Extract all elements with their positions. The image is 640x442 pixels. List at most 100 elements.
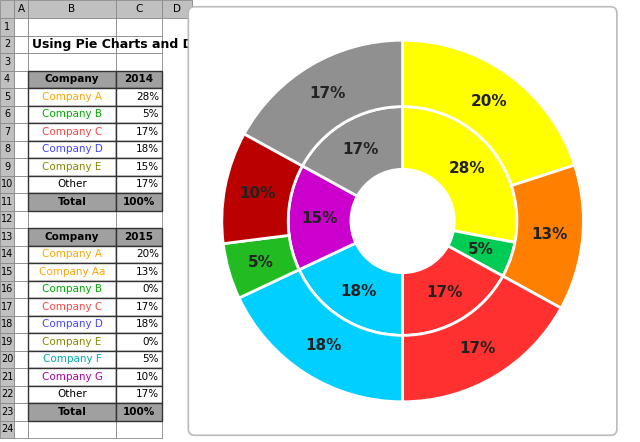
Text: 9: 9 [4,162,10,172]
Bar [116,193,162,210]
Bar [14,351,28,368]
Bar [116,141,162,158]
Bar [0,403,14,420]
Text: 1: 1 [4,22,10,32]
Bar [14,71,28,88]
Bar [28,71,116,88]
Bar [116,106,162,123]
Text: 17%: 17% [136,302,159,312]
Bar [0,245,14,263]
Bar [28,263,116,281]
Bar [116,228,162,245]
Wedge shape [448,231,515,276]
Bar [116,71,162,88]
Bar [28,316,116,333]
Wedge shape [403,276,561,402]
Bar [116,281,162,298]
Bar [0,175,14,193]
Text: 10%: 10% [239,186,276,201]
Bar [28,175,116,193]
Text: 2015: 2015 [125,232,154,242]
Bar [116,123,162,141]
Bar [14,298,28,316]
Bar [14,53,28,71]
Bar [14,210,28,228]
Bar [28,368,116,385]
Text: 15%: 15% [136,162,159,172]
Text: Company B: Company B [42,109,102,119]
Bar [14,420,28,438]
Bar [28,281,116,298]
Bar [28,175,116,193]
Bar [116,123,162,141]
Bar [28,403,116,420]
Bar [0,71,14,88]
Bar [116,175,162,193]
Bar [28,193,116,210]
Text: 17%: 17% [309,87,346,102]
Bar [116,281,162,298]
Text: Company A: Company A [42,92,102,102]
Text: 21: 21 [1,372,13,382]
Text: 5%: 5% [143,109,159,119]
Text: 17%: 17% [136,389,159,399]
Bar [14,123,28,141]
Text: 17%: 17% [460,340,496,355]
Bar [0,210,14,228]
Bar [116,420,162,438]
Bar [0,281,14,298]
Text: 3: 3 [4,57,10,67]
Bar [0,53,14,71]
Text: 13: 13 [1,232,13,242]
Bar [0,420,14,438]
Bar [28,123,116,141]
Text: 18: 18 [1,319,13,329]
Bar [28,298,116,316]
Bar [28,18,116,35]
Text: 0%: 0% [143,284,159,294]
Bar [14,281,28,298]
Wedge shape [403,40,575,186]
Text: Company Aa: Company Aa [39,267,105,277]
Text: 5%: 5% [468,242,493,257]
Bar [28,420,116,438]
Text: 20: 20 [1,354,13,364]
Text: 23: 23 [1,407,13,417]
Bar [116,333,162,351]
Bar [14,18,28,35]
Bar [116,333,162,351]
Bar [116,385,162,403]
Bar [28,123,116,141]
Wedge shape [403,246,503,335]
Bar [0,316,14,333]
Text: 18%: 18% [305,338,342,353]
Text: 2: 2 [4,39,10,49]
Text: 17%: 17% [427,285,463,300]
Bar [14,106,28,123]
Text: 16: 16 [1,284,13,294]
Bar [28,106,116,123]
Text: 100%: 100% [123,197,155,207]
Text: 17: 17 [1,302,13,312]
Bar [14,141,28,158]
Bar [0,368,14,385]
Bar [28,0,116,18]
Text: Using Pie Charts and Doughnut Charts: Using Pie Charts and Doughnut Charts [32,38,302,51]
Bar [28,141,116,158]
Wedge shape [503,165,584,308]
Bar [116,88,162,106]
Bar [116,18,162,35]
Bar [14,88,28,106]
Bar [14,35,28,53]
Text: 19: 19 [1,337,13,347]
Bar [116,158,162,175]
Text: 6: 6 [4,109,10,119]
Wedge shape [244,40,403,166]
Bar [14,228,28,245]
Bar [116,245,162,263]
Bar [14,158,28,175]
Bar [0,333,14,351]
Bar [28,228,116,245]
Wedge shape [239,270,403,402]
Text: Company C: Company C [42,127,102,137]
